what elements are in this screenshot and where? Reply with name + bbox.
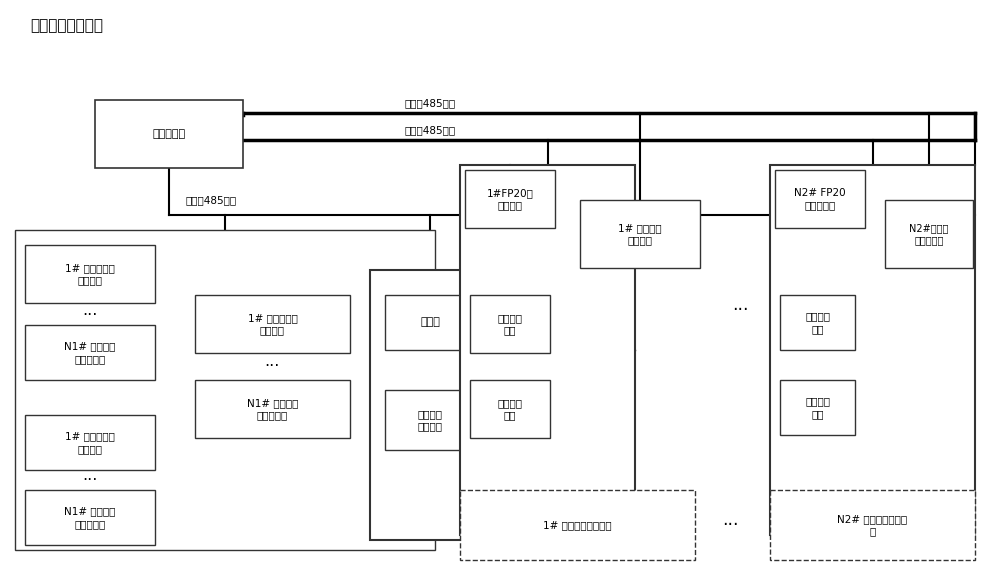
Text: 水泵控制
回路: 水泵控制 回路	[498, 398, 522, 420]
Text: N2# FP20
水泵控制器: N2# FP20 水泵控制器	[794, 188, 846, 210]
Bar	[25, 490, 155, 545]
Bar	[770, 165, 975, 535]
Text: ···: ···	[82, 307, 98, 322]
Text: 第二条485总线: 第二条485总线	[404, 125, 456, 135]
Text: N1# 水压力信
号采集终端: N1# 水压力信 号采集终端	[64, 506, 116, 529]
Bar	[580, 200, 700, 268]
Bar	[15, 230, 435, 550]
Bar	[775, 170, 865, 228]
Text: ···: ···	[264, 358, 280, 374]
Text: ···: ···	[722, 516, 738, 534]
Bar	[470, 295, 550, 353]
Bar	[780, 380, 855, 435]
Bar	[460, 490, 695, 560]
Bar	[885, 200, 973, 268]
Text: 水泵巡检
回路: 水泵巡检 回路	[805, 311, 830, 333]
Text: 变频电源
输出端子: 变频电源 输出端子	[418, 409, 442, 431]
Text: 水泵控制
回路: 水泵控制 回路	[805, 396, 830, 419]
Bar	[385, 390, 475, 450]
Text: N2#电气回
路巡检终端: N2#电气回 路巡检终端	[909, 223, 949, 245]
Text: 1# 水阀门状态
监控终端: 1# 水阀门状态 监控终端	[248, 313, 297, 335]
Text: 1# 电气回路
巡检终端: 1# 电气回路 巡检终端	[618, 223, 662, 245]
Bar	[385, 295, 475, 350]
Text: ···: ···	[82, 472, 98, 487]
Text: N1# 水阀门状
态监控终端: N1# 水阀门状 态监控终端	[247, 398, 298, 420]
Text: 1#FP20水
泵控制器: 1#FP20水 泵控制器	[487, 188, 533, 210]
Bar	[465, 170, 555, 228]
Text: 水泵巡检
回路: 水泵巡检 回路	[498, 313, 522, 335]
Bar	[470, 380, 550, 438]
Bar	[770, 490, 975, 560]
Text: N1# 水流量信
号采集终端: N1# 水流量信 号采集终端	[64, 341, 116, 364]
Bar	[25, 245, 155, 303]
Bar	[370, 270, 490, 540]
Text: 第三条485总线: 第三条485总线	[404, 98, 456, 108]
Bar	[25, 415, 155, 470]
Text: N2# 消防水泵控制设
备: N2# 消防水泵控制设 备	[837, 514, 908, 536]
Bar	[780, 295, 855, 350]
Text: 变频器: 变频器	[420, 317, 440, 328]
Text: 1# 水流量信号
采集终端: 1# 水流量信号 采集终端	[65, 263, 115, 285]
Bar	[460, 165, 635, 535]
Text: 消防水泵管理系统: 消防水泵管理系统	[30, 18, 103, 33]
Bar	[195, 295, 350, 353]
Bar	[95, 100, 243, 168]
Text: 第一条485总线: 第一条485总线	[185, 195, 236, 205]
Text: ···: ···	[732, 301, 748, 319]
Text: 巡检控制器: 巡检控制器	[152, 129, 186, 139]
Text: 1# 水压力信号
采集终端: 1# 水压力信号 采集终端	[65, 431, 115, 454]
Text: 1# 消防水泵控制设备: 1# 消防水泵控制设备	[543, 520, 612, 530]
Bar	[195, 380, 350, 438]
Bar	[25, 325, 155, 380]
